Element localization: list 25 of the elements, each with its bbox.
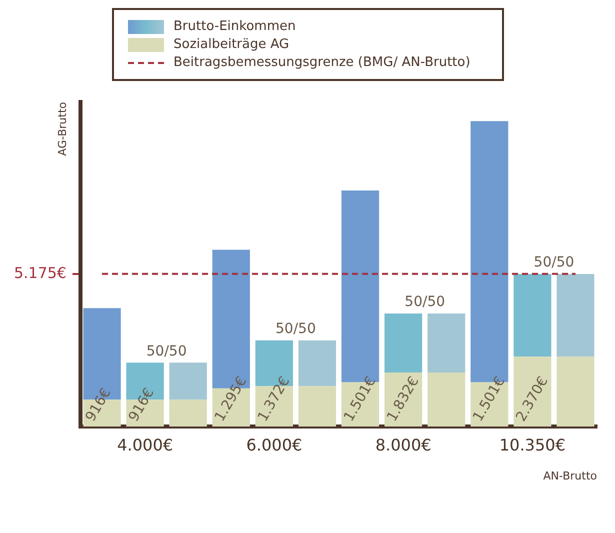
legend-label: Sozialbeiträge AG	[174, 37, 290, 52]
bar	[428, 314, 466, 373]
bar	[298, 340, 336, 386]
y-tick-label: 5.175€	[14, 264, 66, 282]
bar	[428, 372, 466, 427]
bar	[514, 356, 552, 427]
x-tick-label: 6.000€	[246, 435, 302, 454]
x-tick-label: 8.000€	[375, 435, 432, 454]
annotation: 50/50	[534, 254, 574, 271]
bar	[384, 314, 422, 373]
annotation: 50/50	[146, 343, 187, 360]
annotation: 50/50	[404, 294, 446, 310]
bar	[298, 386, 336, 427]
bar	[556, 356, 594, 427]
legend-label: Beitragsbemessungsgrenze (BMG/ AN-Brutto)	[174, 55, 470, 70]
bar	[169, 362, 207, 400]
legend-label: Brutto-Einkommen	[174, 19, 296, 34]
x-axis-title: AN-Brutto	[543, 469, 598, 482]
x-tick-label: 4.000€	[117, 435, 174, 454]
bar	[169, 400, 207, 427]
x-tick-label: 10.350€	[499, 435, 566, 454]
bar	[514, 274, 552, 357]
annotation: 50/50	[276, 321, 316, 338]
bar	[556, 274, 594, 357]
y-axis-title: AG-Brutto	[56, 102, 69, 156]
